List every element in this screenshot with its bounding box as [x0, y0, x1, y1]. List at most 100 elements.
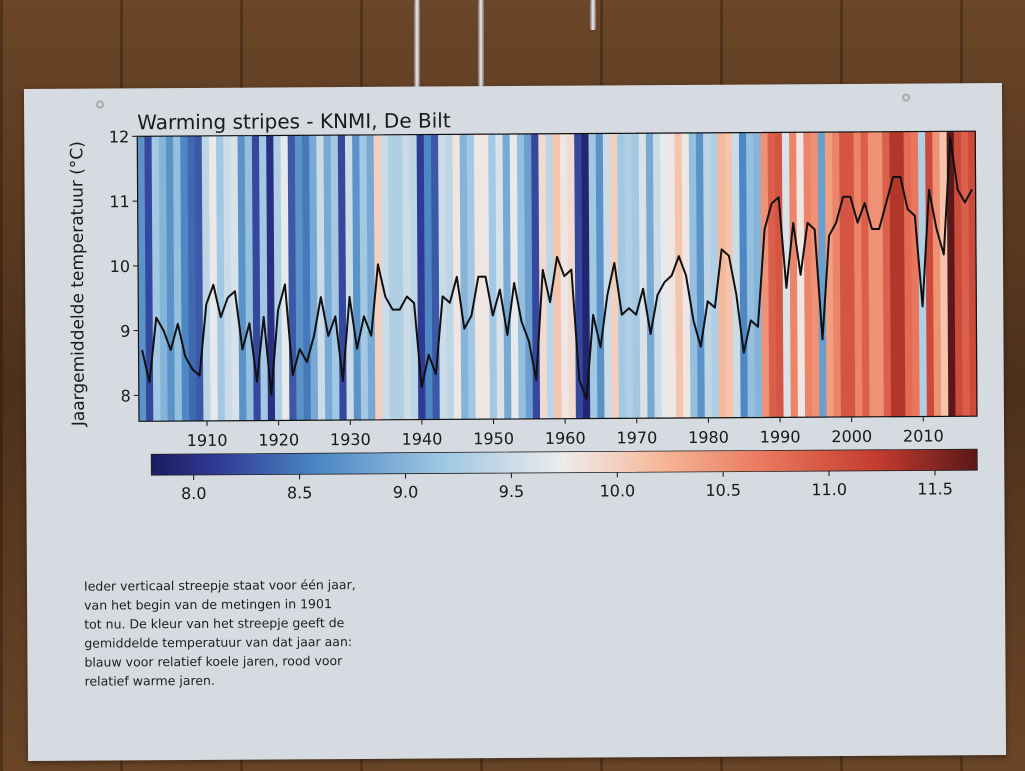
stripe-2002 [860, 131, 871, 417]
stripe-1911 [208, 135, 219, 421]
stripe-1913 [223, 135, 233, 421]
stripe-1968 [617, 133, 627, 419]
stripe-2001 [853, 131, 863, 417]
chart-title: Warming stripes - KNMI, De Bilt [137, 108, 451, 134]
stripe-1995 [810, 132, 820, 418]
stripe-1996 [817, 132, 828, 418]
caption-line: blauw voor relatief koele jaren, rood vo… [84, 653, 343, 670]
stripe-1953 [509, 133, 520, 420]
light-reflection [590, 0, 596, 30]
stripe-1912 [216, 135, 226, 421]
stripe-2015 [953, 131, 964, 417]
stripe-1990 [774, 132, 785, 418]
stripe-1947 [466, 134, 477, 420]
stripe-1931 [352, 134, 362, 420]
stripe-1986 [746, 132, 756, 418]
y-tick-label: 9 [120, 322, 130, 341]
stripe-1941 [423, 134, 434, 420]
stripe-1944 [445, 134, 455, 420]
stripe-1951 [495, 134, 505, 420]
stripe-2014 [946, 131, 957, 417]
stripe-1974 [660, 133, 670, 419]
x-tick-label: 2000 [831, 427, 872, 446]
colorbar-tick-label: 11.0 [811, 480, 847, 499]
colorbar-tick-label: 11.5 [917, 479, 953, 498]
stripe-1992 [789, 132, 799, 418]
stripes-group [137, 131, 978, 422]
stripe-2010 [917, 131, 928, 417]
colorbar-tick-label: 9.5 [499, 482, 525, 501]
warming-stripes-chart: Warming stripes - KNMI, De Bilt Jaargemi… [67, 108, 978, 503]
x-tick-label: 1960 [545, 429, 586, 448]
stripe-1935 [380, 134, 391, 420]
stripe-2007 [896, 131, 906, 417]
stripe-1902 [144, 136, 154, 422]
stripe-1983 [724, 132, 735, 418]
stripe-1970 [631, 133, 641, 419]
x-tick-label: 1920 [258, 430, 299, 449]
stripe-1966 [602, 133, 613, 419]
colorbar-tick-label: 8.0 [181, 484, 207, 503]
stripe-1969 [624, 133, 634, 419]
poster: Warming stripes - KNMI, De Bilt Jaargemi… [23, 83, 1007, 761]
stripe-1982 [717, 132, 727, 418]
stripe-1998 [831, 132, 842, 418]
stripe-1979 [695, 132, 706, 418]
caption-line: Ieder verticaal streepje staat voor één … [83, 576, 356, 594]
stripe-1997 [824, 132, 835, 418]
stripe-1963 [581, 133, 591, 419]
caption-line: van het begin van de metingen in 1901 [84, 596, 332, 613]
y-axis-ticks: 8 9 10 11 12 [109, 127, 139, 405]
y-axis-label: Jaargemiddelde temperatuur (°C) [67, 141, 89, 427]
stripe-1926 [316, 135, 326, 421]
stripe-1958 [545, 133, 556, 419]
stripe-2012 [932, 131, 942, 417]
x-tick-label: 1970 [616, 428, 657, 447]
stripe-1923 [294, 135, 305, 421]
x-tick-label: 1910 [187, 431, 228, 450]
stripe-2016 [960, 131, 971, 417]
stripe-1905 [165, 136, 176, 422]
caption-line: relatief warme jaren. [84, 672, 215, 689]
caption-line: tot nu. De kleur van het streepje geeft … [84, 615, 345, 632]
stripe-1971 [638, 133, 649, 419]
colorbar-tick-label: 8.5 [287, 483, 313, 502]
y-tick-label: 11 [109, 192, 129, 211]
x-tick-label: 1940 [402, 429, 443, 448]
stripe-1932 [359, 134, 369, 420]
temperature-line [141, 136, 973, 401]
stripe-1910 [201, 135, 212, 421]
x-tick-label: 1980 [688, 428, 729, 447]
x-tick-label: 1950 [473, 429, 514, 448]
stripe-1959 [552, 133, 563, 419]
x-tick-label: 1990 [760, 427, 801, 446]
light-reflection [478, 0, 484, 95]
stripe-1915 [237, 135, 248, 421]
colorbar [150, 448, 978, 476]
stripe-1978 [688, 132, 699, 418]
stripe-1965 [595, 133, 606, 419]
stripe-1908 [187, 135, 197, 421]
caption: Ieder verticaal streepje staat voor één … [84, 574, 445, 690]
stripe-1937 [395, 134, 405, 420]
stripe-1934 [373, 134, 384, 420]
stripe-1973 [652, 133, 663, 419]
stripe-1903 [151, 136, 162, 422]
stripe-1928 [330, 135, 341, 421]
stripe-1984 [731, 132, 742, 418]
stripe-1952 [502, 134, 513, 420]
stripe-1991 [781, 132, 792, 418]
stripe-1943 [438, 134, 448, 420]
stripe-1933 [366, 134, 376, 420]
stripe-1950 [488, 134, 498, 420]
y-tick-label: 8 [121, 386, 131, 405]
stripe-1901 [137, 136, 147, 422]
colorbar-tick-label: 10.5 [705, 481, 741, 500]
x-tick-label: 1930 [330, 430, 371, 449]
colorbar-tick-label: 10.0 [600, 481, 636, 500]
stripe-1924 [301, 135, 312, 421]
stripe-1988 [760, 132, 770, 418]
stripe-1976 [674, 132, 684, 419]
stripe-1989 [767, 132, 778, 418]
stripe-2006 [889, 131, 899, 417]
